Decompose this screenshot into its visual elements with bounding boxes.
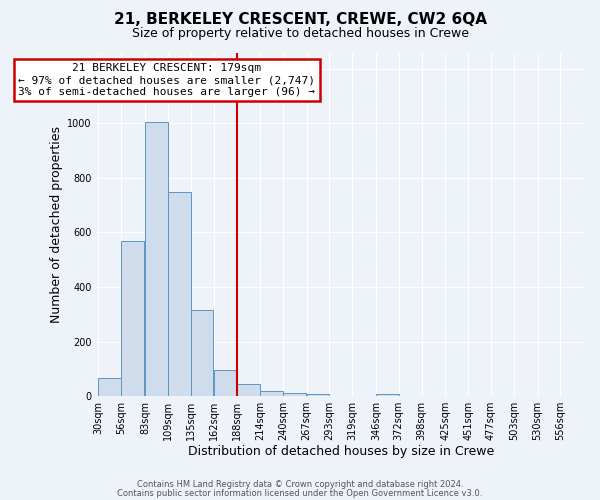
Text: Contains HM Land Registry data © Crown copyright and database right 2024.: Contains HM Land Registry data © Crown c…	[137, 480, 463, 489]
Text: 21 BERKELEY CRESCENT: 179sqm
← 97% of detached houses are smaller (2,747)
3% of : 21 BERKELEY CRESCENT: 179sqm ← 97% of de…	[19, 64, 316, 96]
Bar	[237, 384, 260, 396]
Bar	[98, 378, 121, 396]
Bar	[168, 192, 191, 396]
Bar	[191, 310, 214, 396]
Bar	[260, 390, 283, 396]
Bar	[376, 394, 399, 396]
Text: Size of property relative to detached houses in Crewe: Size of property relative to detached ho…	[131, 28, 469, 40]
Y-axis label: Number of detached properties: Number of detached properties	[50, 126, 63, 323]
Bar	[307, 394, 329, 396]
Bar	[145, 122, 168, 396]
Text: Contains public sector information licensed under the Open Government Licence v3: Contains public sector information licen…	[118, 488, 482, 498]
Bar	[121, 240, 144, 396]
X-axis label: Distribution of detached houses by size in Crewe: Distribution of detached houses by size …	[188, 444, 494, 458]
Bar	[214, 370, 237, 396]
Text: 21, BERKELEY CRESCENT, CREWE, CW2 6QA: 21, BERKELEY CRESCENT, CREWE, CW2 6QA	[113, 12, 487, 28]
Bar	[283, 394, 305, 396]
